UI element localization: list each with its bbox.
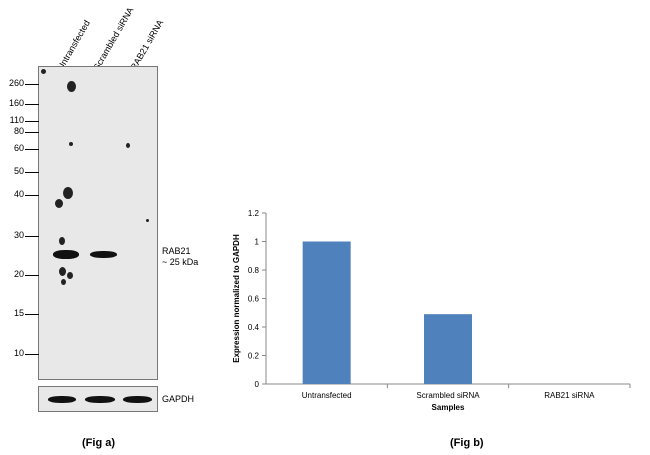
mw-tick bbox=[25, 104, 39, 105]
gapdh-band-rab21 bbox=[123, 396, 152, 403]
mw-label-110: 110 bbox=[9, 115, 24, 125]
mw-label-30: 30 bbox=[13, 230, 24, 240]
band-scrambled-25kda bbox=[90, 251, 117, 258]
mw-label-10: 10 bbox=[13, 348, 24, 358]
blot-artifact bbox=[63, 187, 73, 199]
blot-artifact bbox=[67, 81, 76, 92]
blot-artifact bbox=[59, 237, 65, 245]
mw-tick bbox=[25, 121, 39, 122]
mw-label-50: 50 bbox=[13, 166, 24, 176]
mw-label-260: 260 bbox=[8, 78, 24, 88]
mw-label-160: 160 bbox=[8, 98, 24, 108]
y-tick-label: 0.6 bbox=[248, 295, 260, 304]
blot-artifact bbox=[61, 279, 66, 285]
blot-artifact bbox=[59, 267, 66, 276]
mw-label-80: 80 bbox=[13, 126, 24, 136]
y-tick-label: 1 bbox=[255, 238, 260, 247]
mw-tick bbox=[25, 314, 39, 315]
mw-tick bbox=[25, 195, 39, 196]
y-tick-label: 0.2 bbox=[248, 352, 260, 361]
y-axis-title: Expression normalized to GAPDH bbox=[232, 234, 241, 363]
band-annotation: RAB21 ~ 25 kDa bbox=[162, 246, 198, 268]
gapdh-band-untransfected bbox=[48, 396, 76, 403]
y-tick-label: 0 bbox=[255, 380, 260, 389]
blot-membrane bbox=[38, 66, 158, 380]
y-tick-label: 1.2 bbox=[248, 209, 260, 218]
y-tick-label: 0.4 bbox=[248, 323, 260, 332]
gapdh-membrane bbox=[38, 386, 158, 412]
mw-tick bbox=[25, 354, 39, 355]
blot-artifact bbox=[126, 143, 130, 148]
mw-tick bbox=[25, 84, 39, 85]
mw-tick bbox=[25, 132, 39, 133]
fig-a-caption: (Fig a) bbox=[82, 437, 115, 449]
blot-artifact bbox=[41, 69, 46, 74]
fig-b-caption: (Fig b) bbox=[450, 437, 484, 449]
y-tick-label: 0.8 bbox=[248, 266, 260, 275]
bar-scrambled-sirna bbox=[424, 314, 472, 384]
mw-label-15: 15 bbox=[13, 308, 24, 318]
x-tick-label: Scrambled siRNA bbox=[416, 391, 480, 400]
mw-tick bbox=[25, 236, 39, 237]
mw-label-60: 60 bbox=[13, 143, 24, 153]
bar-untransfected bbox=[302, 241, 351, 384]
gapdh-label: GAPDH bbox=[162, 394, 195, 404]
x-tick-label: Untransfected bbox=[302, 391, 352, 400]
mw-tick bbox=[25, 172, 39, 173]
band-annotation-name: RAB21 bbox=[162, 246, 191, 256]
gapdh-band-scrambled bbox=[85, 396, 115, 403]
mw-tick bbox=[25, 275, 39, 276]
mw-label-20: 20 bbox=[13, 269, 24, 279]
band-untransfected-25kda bbox=[53, 250, 79, 259]
blot-artifact bbox=[67, 272, 73, 279]
band-annotation-size: ~ 25 kDa bbox=[162, 257, 199, 267]
blot-artifact bbox=[69, 142, 73, 146]
x-tick-label: RAB21 siRNA bbox=[544, 391, 595, 400]
blot-artifact bbox=[146, 219, 149, 222]
mw-label-40: 40 bbox=[13, 189, 24, 199]
x-axis-title: Samples bbox=[432, 403, 465, 412]
mw-tick bbox=[25, 149, 39, 150]
blot-artifact bbox=[55, 199, 63, 208]
